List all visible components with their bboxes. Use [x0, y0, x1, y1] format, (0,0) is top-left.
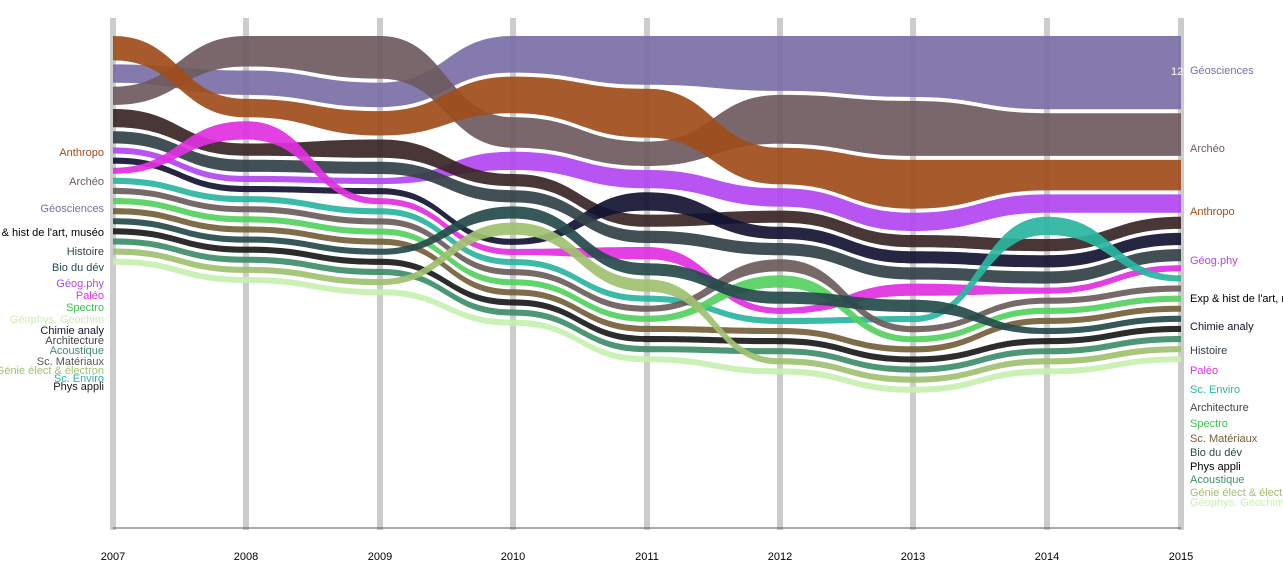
- right-label-geosciences: Géosciences: [1190, 65, 1254, 77]
- year-label-2012: 2012: [768, 551, 792, 563]
- stream-chimie-analy[interactable]: [113, 157, 1181, 268]
- right-label-geophys-geochim: Géophys. Géochim: [1190, 497, 1283, 509]
- year-bar-2008: [243, 18, 249, 530]
- stream-archeo[interactable]: [113, 36, 1181, 166]
- year-bar-2012: [777, 18, 783, 530]
- year-label-2007: 2007: [101, 551, 125, 563]
- right-label-paleo: Paléo: [1190, 365, 1218, 377]
- right-label-genie-elect-electron: Génie élect & électron: [1190, 487, 1283, 499]
- stream-anthropo[interactable]: [113, 36, 1181, 209]
- stream-bio-du-dev[interactable]: [113, 206, 1181, 335]
- selection-annotation: 12: [1171, 66, 1183, 78]
- left-label-sc-materiaux: Sc. Matériaux: [37, 356, 105, 368]
- right-label-chimie-analy: Chimie analy: [1190, 321, 1254, 333]
- left-label-acoustique: Acoustique: [50, 345, 104, 357]
- year-bar-2015: [1178, 18, 1184, 530]
- stream-sc-materiaux[interactable]: [113, 208, 1181, 353]
- right-labels: Géosciences Archéo Anthropo Géog.phy Exp & h…: [1190, 65, 1283, 509]
- left-label-genie-elect-electron: Génie élect & électron: [0, 365, 104, 377]
- left-label-phys-appli: Phys appli: [53, 381, 104, 393]
- year-label-2010: 2010: [501, 551, 525, 563]
- year-labels: 2007 2008 2009 2010 2011 2012 2013 2014 2015: [101, 551, 1193, 563]
- right-label-acoustique: Acoustique: [1190, 474, 1244, 486]
- left-label-geosciences: Géosciences: [40, 203, 104, 215]
- left-label-archeo: Archéo: [69, 176, 104, 188]
- left-label-sc-enviro: Sc. Enviro: [54, 373, 104, 385]
- year-label-2008: 2008: [234, 551, 258, 563]
- stream-architecture[interactable]: [113, 187, 1181, 333]
- left-label-exp-hist-de-l-art-museo: Exp & hist de l'art, muséo: [0, 227, 104, 239]
- stream-spectro[interactable]: [113, 198, 1181, 343]
- left-label-anthropo: Anthropo: [59, 147, 104, 159]
- left-label-bio-du-dev: Bio du dév: [52, 262, 104, 274]
- right-label-phys-appli: Phys appli: [1190, 461, 1241, 473]
- left-label-histoire: Histoire: [67, 246, 104, 258]
- right-label-exp-hist-de-l-art-museo: Exp & hist de l'art, muséo: [1190, 293, 1283, 305]
- right-label-sc-enviro: Sc. Enviro: [1190, 384, 1240, 396]
- year-label-2011: 2011: [635, 551, 659, 563]
- left-label-architecture: Architecture: [45, 335, 104, 347]
- stream-geosciences[interactable]: [113, 36, 1181, 110]
- left-label-geog-phy: Géog.phy: [56, 278, 104, 290]
- year-label-2014: 2014: [1035, 551, 1059, 563]
- stream-geophys-geochim[interactable]: [113, 258, 1181, 393]
- stream-phys-appli[interactable]: [113, 228, 1181, 363]
- stream-acoustique[interactable]: [113, 238, 1181, 373]
- left-label-geophys-geochim: Géophys. Géochim: [10, 314, 104, 326]
- right-label-architecture: Architecture: [1190, 402, 1249, 414]
- right-label-sc-materiaux: Sc. Matériaux: [1190, 433, 1258, 445]
- year-label-2013: 2013: [901, 551, 925, 563]
- right-label-bio-du-dev: Bio du dév: [1190, 447, 1242, 459]
- left-labels: Anthropo Archéo Géosciences Exp & hist de l…: [0, 147, 104, 393]
- stream-paleo[interactable]: [113, 121, 1181, 314]
- right-label-geog-phy: Géog.phy: [1190, 255, 1238, 267]
- right-label-histoire: Histoire: [1190, 345, 1227, 357]
- left-label-spectro: Spectro: [66, 302, 104, 314]
- year-label-2015: 2015: [1169, 551, 1193, 563]
- streams: [113, 36, 1181, 393]
- year-bar-2007: [110, 18, 116, 530]
- right-label-spectro: Spectro: [1190, 418, 1228, 430]
- right-label-archeo: Archéo: [1190, 143, 1225, 155]
- stream-exp-hist-de-l-art-museo[interactable]: [113, 109, 1181, 252]
- year-label-2009: 2009: [368, 551, 392, 563]
- stream-sc-enviro[interactable]: [113, 177, 1181, 324]
- left-label-chimie-analy: Chimie analy: [40, 325, 104, 337]
- left-label-paleo: Paléo: [76, 290, 104, 302]
- stream-histoire[interactable]: [113, 131, 1181, 284]
- right-label-anthropo: Anthropo: [1190, 206, 1235, 218]
